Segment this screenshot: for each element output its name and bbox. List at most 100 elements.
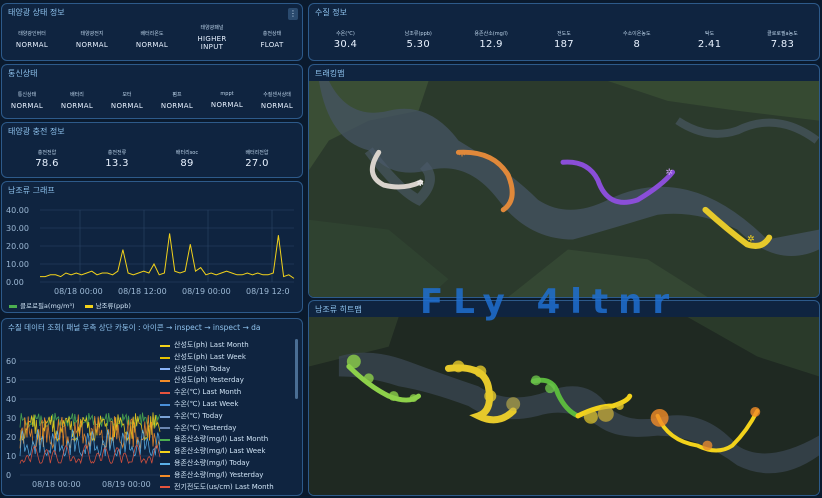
legend-item-label: 용존산소량(mg/l) Last Week xyxy=(174,447,266,456)
query-series-line xyxy=(19,412,161,429)
query-legend-item[interactable]: 수온(℃) Last Week xyxy=(160,399,274,411)
legend-line-swatch xyxy=(160,415,170,418)
solar-status-title: 태양광 상태 정보 xyxy=(8,8,65,17)
legend-item-label: 수온(℃) Last Week xyxy=(174,399,239,408)
legend-line-swatch xyxy=(160,427,170,430)
legend-item-label: 용존산소량(mg/l) Today xyxy=(174,458,250,467)
legend-line-swatch xyxy=(160,474,170,477)
algae-ytick-label: 0.00 xyxy=(6,278,24,287)
svg-text:✲: ✲ xyxy=(666,168,674,178)
query-legend-item[interactable]: 용존산소량(mg/l) Last Week xyxy=(160,446,274,458)
legend-item-label: 전기전도도(us/cm) Last Month xyxy=(174,482,274,491)
water-quality-stats: 수온(℃) 30.4 남조류(ppb) 5.30 용존산소(mg/l) 12.9 전도… xyxy=(333,31,798,50)
query-ytick-label: 60 xyxy=(6,357,16,366)
query-legend-item[interactable]: 수온(℃) Today xyxy=(160,411,274,423)
legend-line-swatch xyxy=(160,344,170,347)
legend-line-swatch xyxy=(160,356,170,359)
algae-ytick-label: 10.00 xyxy=(6,260,29,269)
battery-temp-value: NORMAL xyxy=(135,41,169,49)
query-legend: 산성도(ph) Last Month 산성도(ph) Last Week 산성도(p… xyxy=(160,340,274,493)
query-legend-item[interactable]: 수온(℃) Last Month xyxy=(160,387,274,399)
query-panel-title: 수질 데이터 조회( 패널 우측 상단 카둥이 : 아이콘 → inspect … xyxy=(8,323,261,332)
query-ytick-label: 30 xyxy=(6,414,16,423)
query-ytick-label: 10 xyxy=(6,452,16,461)
algae-line-chart: 40.00 30.00 20.00 10.00 0.00 08/18 00:00 08/18… xyxy=(6,206,295,296)
query-legend-item[interactable]: 산성도(ph) Today xyxy=(160,364,274,376)
query-ytick-label: 0 xyxy=(6,471,11,480)
query-legend-item[interactable]: 산성도(ph) Last Week xyxy=(160,352,274,364)
legend-line-swatch xyxy=(160,392,170,395)
solar-cell-value: NORMAL xyxy=(75,41,109,49)
legend-line-swatch xyxy=(160,403,170,406)
water-quality-title: 수질 정보 xyxy=(315,8,347,17)
legend-line-swatch xyxy=(160,368,170,371)
algae-chart-legend: 클로로필a(mg/m³) 남조류(ppb) xyxy=(9,300,131,310)
algae-xtick-label: 08/18 00:00 xyxy=(54,287,103,296)
solar-panel-value: HIGHER INPUT xyxy=(197,35,227,51)
algae-xtick-label: 08/18 12:00 xyxy=(118,287,167,296)
legend-line-swatch xyxy=(160,439,170,442)
query-ytick-label: 50 xyxy=(6,376,16,385)
legend-chlorophyll[interactable]: 클로로필a(mg/m³) xyxy=(9,300,75,310)
track-map-title: 트래킹맵 xyxy=(315,69,345,78)
query-legend-item[interactable]: 산성도(ph) Last Month xyxy=(160,340,274,352)
algae-ytick-label: 30.00 xyxy=(6,224,29,233)
charge-state-value: FLOAT xyxy=(260,41,284,49)
heatmap-title: 남조류 히트맵 xyxy=(315,305,362,314)
heatmap-map[interactable] xyxy=(309,317,819,495)
algae-chart-title: 남조류 그래프 xyxy=(8,186,55,195)
query-series-line xyxy=(19,429,161,457)
query-chart: 60 50 40 30 20 10 0 08/18 00:00 08/19 00:00 xyxy=(6,357,161,489)
svg-text:✲: ✲ xyxy=(458,149,466,159)
query-series-line xyxy=(19,444,161,465)
legend-algae[interactable]: 남조류(ppb) xyxy=(84,300,131,310)
legend-item-label: 산성도(ph) Yesterday xyxy=(174,376,244,385)
legend-item-label: 용존산소량(mg/l) Yesterday xyxy=(174,470,264,479)
algae-xtick-label: 08/19 12:0 xyxy=(246,287,290,296)
legend-item-label: 산성도(ph) Last Week xyxy=(174,352,246,361)
legend-line-swatch xyxy=(160,462,170,465)
legend-item-label: 산성도(ph) Today xyxy=(174,364,231,373)
algae-chart-panel: 남조류 그래프 40.00 30.00 20.00 10.00 0.00 08/18 00… xyxy=(1,181,303,313)
legend-line-swatch xyxy=(160,486,170,489)
legend-item-label: 수온(℃) Last Month xyxy=(174,388,242,397)
comm-status-title: 통신상태 xyxy=(8,69,38,78)
solar-status-stats: 태양광인버터 NORMAL 태양광전지 NORMAL 배터리온도 NORMAL 태양광… xyxy=(2,25,302,51)
solar-inverter-value: NORMAL xyxy=(15,41,49,49)
svg-text:✲: ✲ xyxy=(747,235,755,245)
query-series-line xyxy=(19,412,161,443)
query-xtick-label: 08/19 00:00 xyxy=(102,480,151,489)
query-scrollbar[interactable] xyxy=(295,339,298,399)
query-ytick-label: 20 xyxy=(6,433,16,442)
query-legend-item[interactable]: 용존산소량(mg/l) Today xyxy=(160,458,274,470)
algae-xtick-label: 08/19 00:00 xyxy=(182,287,231,296)
legend-item-label: 산성도(ph) Last Month xyxy=(174,341,249,349)
algae-ytick-label: 20.00 xyxy=(6,242,29,251)
heatmap-panel: 남조류 히트맵 xyxy=(308,300,820,496)
track-map-panel: 트래킹맵 ✲ ✲ ✲ ✲ xyxy=(308,64,820,298)
query-legend-item[interactable]: 전기전도도(us/cm) Last Month xyxy=(160,482,274,494)
query-legend-item[interactable]: 수온(℃) Yesterday xyxy=(160,423,274,435)
track-map[interactable]: ✲ ✲ ✲ ✲ xyxy=(309,81,819,297)
comm-status-stats: 통신상태 NORMAL 배터리 NORMAL 모터 NORMAL 펌프 NORMAL m… xyxy=(10,91,294,110)
algae-ytick-label: 40.00 xyxy=(6,206,29,215)
panel-menu-icon[interactable]: ⋮ xyxy=(288,8,298,20)
query-ytick-label: 40 xyxy=(6,395,16,404)
charge-info-panel: 태양광 충전 정보 충전전압 78.6 충전전류 13.3 배터리soc 89 배터리… xyxy=(1,122,303,178)
svg-text:✲: ✲ xyxy=(417,179,425,189)
query-legend-item[interactable]: 용존산소량(mg/l) Yesterday xyxy=(160,470,274,482)
comm-status-panel: 통신상태 통신상태 NORMAL 배터리 NORMAL 모터 NORMAL 펌프 NOR… xyxy=(1,64,303,119)
map-overlay-text: FLy 4ltnr xyxy=(420,282,680,322)
solar-status-panel: 태양광 상태 정보 ⋮ 태양광인버터 NORMAL 태양광전지 NORMAL 배터리… xyxy=(1,3,303,61)
legend-item-label: 수온(℃) Today xyxy=(174,411,223,420)
legend-item-label: 용존산소량(mg/l) Last Month xyxy=(174,435,269,444)
query-legend-item[interactable]: 산성도(ph) Yesterday xyxy=(160,375,274,387)
legend-item-label: 수온(℃) Yesterday xyxy=(174,423,237,432)
legend-line-swatch xyxy=(160,380,170,383)
water-quality-panel: 수질 정보 수온(℃) 30.4 남조류(ppb) 5.30 용존산소(mg/l) 1… xyxy=(308,3,820,61)
algae-series-line xyxy=(40,233,295,279)
query-legend-item[interactable]: 용존산소량(mg/l) Last Month xyxy=(160,434,274,446)
query-panel: 수질 데이터 조회( 패널 우측 상단 카둥이 : 아이콘 → inspect … xyxy=(1,318,303,496)
charge-info-title: 태양광 충전 정보 xyxy=(8,127,65,136)
query-xtick-label: 08/18 00:00 xyxy=(32,480,81,489)
